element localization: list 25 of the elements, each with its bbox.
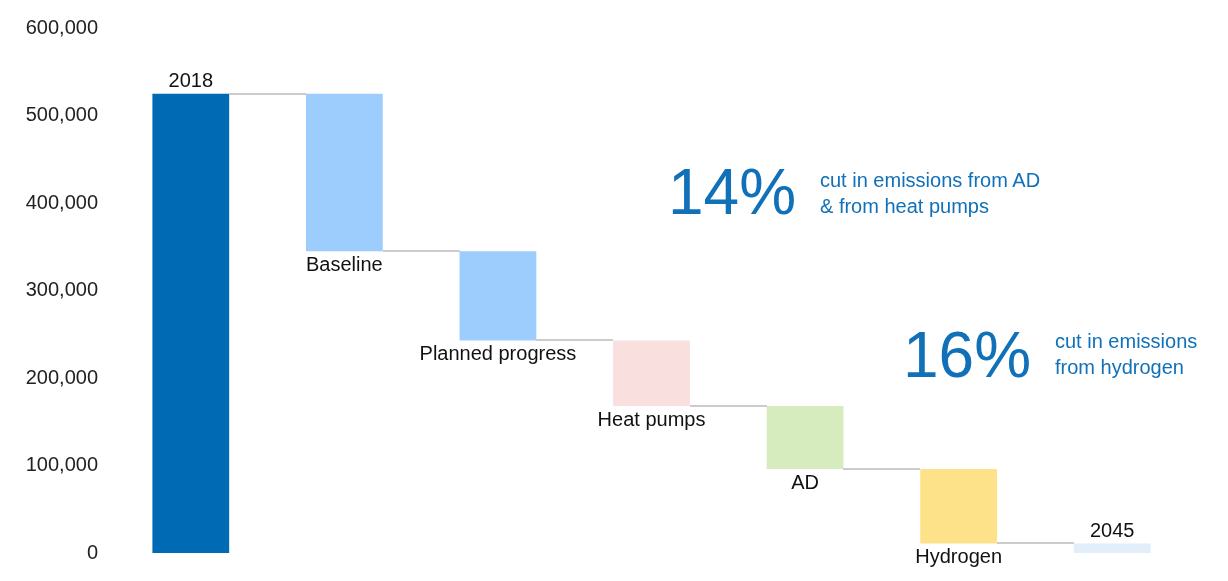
annotation: cut in emissions from AD & from heat pumps: [820, 168, 1041, 219]
bar: [152, 93, 230, 553]
y-tick-label: 500,000: [25, 103, 98, 126]
annotation: cut in emissions from hydrogen: [1055, 329, 1198, 380]
x-tick-label: Heat pumps: [597, 407, 706, 430]
x-tick-label: 2018: [168, 69, 214, 92]
x-tick-label: AD: [791, 470, 819, 493]
y-tick-label: 600,000: [25, 15, 98, 38]
bar: [305, 93, 383, 252]
bar: [920, 469, 998, 544]
y-tick-label: 400,000: [25, 190, 98, 213]
bar: [766, 406, 844, 469]
bar: [613, 340, 690, 406]
bar: [1073, 543, 1151, 553]
x-tick-label: Planned progress: [419, 341, 577, 364]
x-tick-label: Hydrogen: [915, 544, 1002, 567]
x-tick-label: 2045: [1089, 518, 1135, 541]
annotation: 16%: [903, 319, 1032, 391]
bar: [459, 251, 537, 341]
y-tick-label: 200,000: [25, 365, 98, 388]
y-tick-label: 300,000: [25, 278, 98, 301]
x-tick-label: Baseline: [306, 252, 383, 275]
annotation: 14%: [668, 156, 797, 228]
y-tick-label: 100,000: [25, 453, 98, 476]
y-tick-label: 0: [86, 540, 98, 563]
